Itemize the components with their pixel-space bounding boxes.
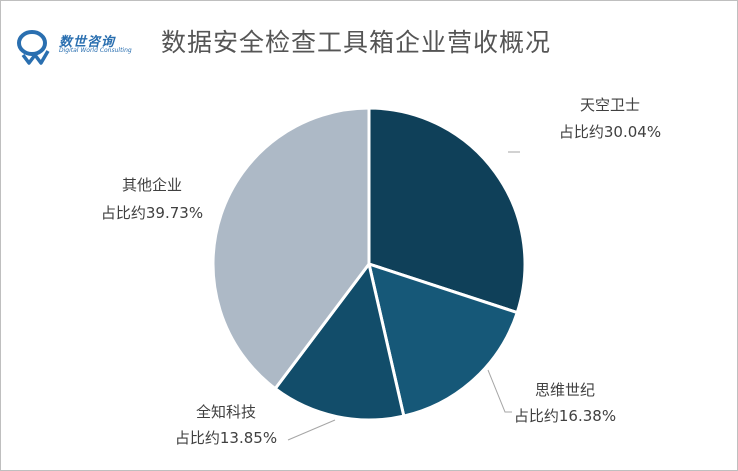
pie-slice-1 <box>367 106 527 315</box>
slice-name-label: 其他企业 <box>122 176 182 194</box>
pie-slice-3 <box>273 260 406 422</box>
slice-name-label: 思维世纪 <box>535 381 595 399</box>
slice-name-label: 天空卫士 <box>580 96 640 114</box>
pie-slice-4 <box>211 106 371 391</box>
slice-name-label: 全知科技 <box>196 403 256 421</box>
leader-line-3 <box>287 419 336 441</box>
leader-line-2 <box>487 369 512 413</box>
chart-title: 数据安全检查工具箱企业营收概况 <box>161 28 552 57</box>
logo-icon <box>17 30 50 65</box>
logo: 数世咨询 Digital World Consulting <box>15 25 132 65</box>
logo-text-cn: 数世咨询 <box>59 35 116 50</box>
slice-value-label: 占比约30.04% <box>559 123 661 141</box>
slice-value-label: 占比约16.38% <box>514 407 616 425</box>
leader-lines <box>287 151 520 441</box>
pie-slice-2 <box>366 261 520 418</box>
slice-value-label: 占比约39.73% <box>101 204 203 222</box>
slice-value-label: 占比约13.85% <box>175 429 277 447</box>
logo-text-en: Digital World Consulting <box>59 47 132 54</box>
pie-slices <box>211 106 527 422</box>
